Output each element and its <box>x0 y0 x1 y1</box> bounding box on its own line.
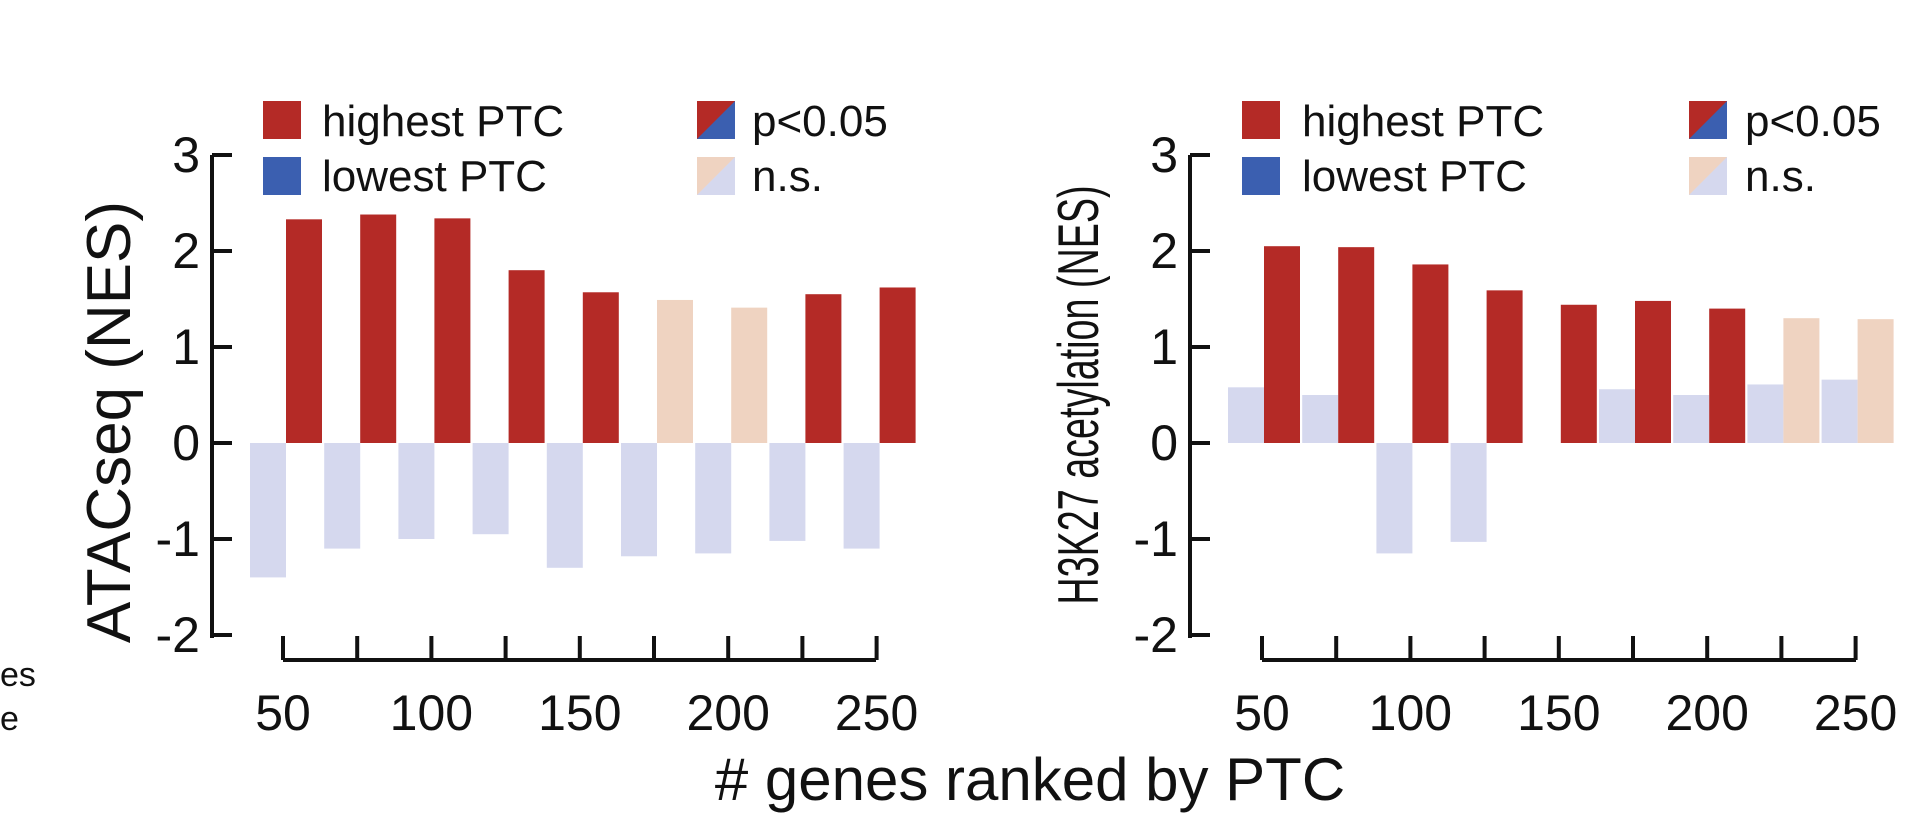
y-tick-label: 0 <box>172 415 200 471</box>
y-axis-label-h3k27: H3K27 acetylation (NES) <box>1047 185 1111 604</box>
bar-highest-200 <box>731 307 768 443</box>
y-tick-label: -1 <box>156 511 200 567</box>
bar-lowest-125 <box>472 443 509 535</box>
legend-label-lowest: lowest PTC <box>1302 152 1527 201</box>
legend-swatch-sig <box>697 101 735 139</box>
x-tick-label: 150 <box>538 685 621 741</box>
chart-h3k27: 3 2 1 0 -1 -2 50 100 150 200 250 H3K27 acetylatio… <box>1047 97 1897 741</box>
legend-swatch-highest <box>263 101 301 139</box>
bar-lowest-250 <box>1821 379 1858 443</box>
bar-highest-150 <box>582 292 619 443</box>
legend-label-sig: p<0.05 <box>752 97 888 146</box>
y-tick-label: 3 <box>1150 127 1178 183</box>
cropped-text-2: e <box>0 700 19 738</box>
x-tick-label: 200 <box>1665 685 1748 741</box>
bar-group-atacseq <box>250 214 916 578</box>
bar-highest-75 <box>1338 247 1375 443</box>
x-tick-label: 250 <box>1814 685 1897 741</box>
y-tick-label: 0 <box>1150 415 1178 471</box>
chart-atacseq: 3 2 1 0 -1 -2 50 100 150 200 250 ATACseq (NES) hi… <box>75 97 918 741</box>
bar-lowest-75 <box>1302 395 1339 443</box>
bar-lowest-175 <box>621 443 657 557</box>
x-ticks-atacseq: 50 100 150 200 250 <box>255 636 918 741</box>
y-axis-label-atacseq: ATACseq (NES) <box>75 201 144 643</box>
y-tick-label: 2 <box>1150 223 1178 279</box>
cropped-text-1: es <box>0 656 36 694</box>
y-tick-label: 3 <box>172 127 200 183</box>
bar-lowest-200 <box>695 443 732 554</box>
bar-highest-175 <box>657 299 693 443</box>
bar-highest-125 <box>1486 290 1523 443</box>
bar-lowest-200 <box>1673 395 1710 443</box>
legend-swatch-ns <box>697 157 735 195</box>
bar-lowest-225 <box>1747 384 1784 443</box>
y-ticks-h3k27: 3 2 1 0 -1 -2 <box>1134 127 1210 663</box>
bar-highest-100 <box>434 218 471 443</box>
bar-highest-175 <box>1635 300 1671 443</box>
legend-label-ns: n.s. <box>1745 152 1816 201</box>
legend-swatch-highest <box>1242 101 1280 139</box>
bar-highest-50 <box>286 219 322 443</box>
x-tick-label: 200 <box>686 685 769 741</box>
y-tick-label: -2 <box>156 607 200 663</box>
bar-lowest-100 <box>398 443 435 539</box>
y-tick-label: 1 <box>1150 319 1178 375</box>
y-tick-label: 2 <box>172 223 200 279</box>
legend-swatch-lowest <box>1242 157 1280 195</box>
x-tick-label: 50 <box>1234 685 1290 741</box>
x-tick-label: 100 <box>1369 685 1452 741</box>
bar-group-h3k27 <box>1228 246 1894 554</box>
bar-highest-250 <box>879 287 916 443</box>
legend-label-ns: n.s. <box>752 152 823 201</box>
legend-label-highest: highest PTC <box>322 97 564 146</box>
bar-highest-75 <box>360 214 397 443</box>
x-tick-label: 100 <box>390 685 473 741</box>
legend-label-highest: highest PTC <box>1302 97 1544 146</box>
bar-lowest-225 <box>769 443 806 541</box>
bar-highest-225 <box>1783 318 1820 443</box>
bar-highest-150 <box>1560 304 1597 443</box>
y-tick-label: 1 <box>172 319 200 375</box>
bar-highest-225 <box>805 294 842 443</box>
x-tick-label: 50 <box>255 685 311 741</box>
legend-swatch-ns <box>1689 157 1727 195</box>
bar-highest-100 <box>1412 264 1449 443</box>
bar-highest-200 <box>1709 308 1746 443</box>
y-ticks-atacseq: 3 2 1 0 -1 -2 <box>156 127 232 663</box>
bar-lowest-150 <box>546 443 583 568</box>
bar-lowest-50 <box>1228 387 1264 443</box>
legend-label-lowest: lowest PTC <box>322 152 547 201</box>
bar-lowest-75 <box>324 443 361 549</box>
legend-swatch-sig <box>1689 101 1727 139</box>
bar-highest-50 <box>1264 246 1300 443</box>
x-tick-label: 150 <box>1517 685 1600 741</box>
x-tick-label: 250 <box>835 685 918 741</box>
bar-lowest-250 <box>843 443 880 549</box>
x-ticks-h3k27: 50 100 150 200 250 <box>1234 636 1897 741</box>
bar-lowest-50 <box>250 443 286 578</box>
y-tick-label: -2 <box>1134 607 1178 663</box>
legend-swatch-lowest <box>263 157 301 195</box>
bar-lowest-175 <box>1599 389 1635 443</box>
shared-x-axis-label: # genes ranked by PTC <box>715 746 1345 813</box>
bar-highest-125 <box>508 270 545 443</box>
bar-highest-250 <box>1857 319 1894 443</box>
legend-label-sig: p<0.05 <box>1745 97 1881 146</box>
bar-lowest-125 <box>1450 443 1487 542</box>
bar-lowest-100 <box>1376 443 1413 554</box>
y-tick-label: -1 <box>1134 511 1178 567</box>
